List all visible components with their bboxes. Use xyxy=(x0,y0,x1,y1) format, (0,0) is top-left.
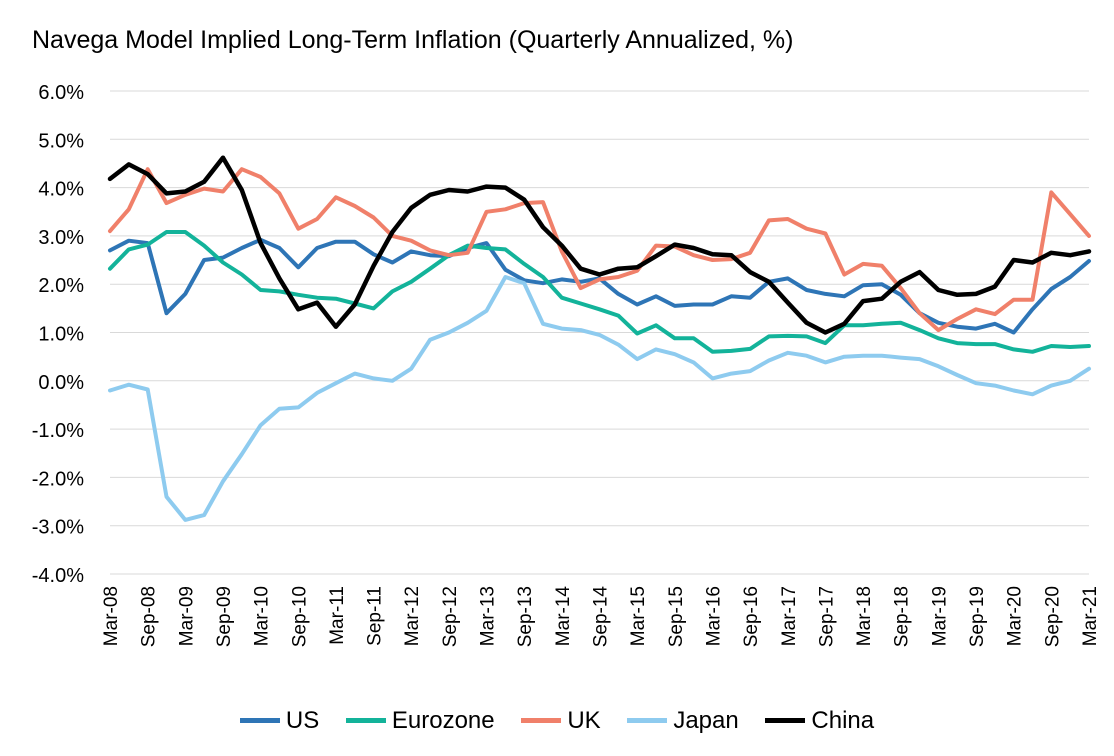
legend-label-eurozone: Eurozone xyxy=(391,706,495,734)
x-tick-label: Sep-14 xyxy=(591,586,612,648)
x-tick-label: Mar-11 xyxy=(327,586,348,645)
chart-title: Navega Model Implied Long-Term Inflation… xyxy=(32,26,794,54)
x-tick-label: Mar-15 xyxy=(628,586,649,646)
y-tick-label: -3.0% xyxy=(32,517,84,539)
x-tick-label: Mar-21 xyxy=(1080,586,1101,646)
x-tick-label: Sep-10 xyxy=(289,586,310,647)
legend-item-japan: Japan xyxy=(627,706,739,735)
x-tick-label: Sep-12 xyxy=(440,586,461,647)
series-line-china xyxy=(107,155,1092,335)
legend-label-japan: Japan xyxy=(673,706,739,734)
y-tick-label: 4.0% xyxy=(38,179,84,201)
series-lines xyxy=(107,155,1092,522)
y-tick-label: 0.0% xyxy=(38,372,84,394)
legend-item-china: China xyxy=(765,707,874,735)
x-tick-label: Mar-20 xyxy=(1005,586,1026,646)
y-tick-label: 5.0% xyxy=(38,130,84,152)
y-tick-label: -2.0% xyxy=(32,468,84,490)
x-tick-label: Sep-09 xyxy=(214,586,235,647)
y-tick-label: 6.0% xyxy=(38,82,84,104)
x-tick-label: Sep-15 xyxy=(666,586,687,647)
y-axis-tick-labels: -4.0% -3.0% -2.0% -1.0% 0.0% 1.0% 2.0% 3.0% 4.0%… xyxy=(32,82,84,587)
series-line-japan xyxy=(108,275,1091,522)
x-tick-label: Mar-14 xyxy=(553,586,574,647)
x-tick-label: Mar-08 xyxy=(101,586,122,646)
x-tick-label: Mar-18 xyxy=(854,586,875,646)
y-tick-label: 2.0% xyxy=(38,275,84,297)
x-tick-label: Mar-09 xyxy=(176,586,197,646)
x-tick-label: Mar-17 xyxy=(779,586,800,646)
x-axis-tick-labels: Mar-08 Sep-08 Mar-09 Sep-09 Mar-10 Sep-10 Mar-… xyxy=(101,586,1101,648)
y-tick-label: 3.0% xyxy=(38,227,84,249)
legend-swatch-eurozone xyxy=(345,718,386,723)
x-tick-label: Mar-16 xyxy=(703,586,724,646)
x-tick-label: Sep-08 xyxy=(139,586,160,647)
x-tick-label: Sep-11 xyxy=(365,586,386,646)
series-line-uk xyxy=(108,167,1091,333)
legend-swatch-japan xyxy=(627,718,668,723)
legend-label-uk: UK xyxy=(567,706,601,734)
legend-label-us: US xyxy=(285,706,320,734)
legend-swatch-us xyxy=(239,718,280,723)
legend-item-uk: UK xyxy=(521,706,601,735)
legend-item-us: US xyxy=(239,706,320,735)
x-tick-label: Mar-12 xyxy=(402,586,423,646)
x-tick-label: Mar-10 xyxy=(252,586,273,646)
x-tick-label: Sep-13 xyxy=(515,586,536,647)
y-tick-label: 1.0% xyxy=(38,324,84,346)
x-tick-label: Sep-18 xyxy=(892,586,913,647)
legend: US Eurozone UK Japan China xyxy=(0,702,1114,735)
series-line-eurozone xyxy=(108,230,1091,354)
x-tick-label: Mar-13 xyxy=(478,586,499,646)
legend-swatch-china xyxy=(765,718,806,723)
gridlines xyxy=(110,90,1089,575)
x-tick-label: Sep-19 xyxy=(967,586,988,647)
x-tick-label: Sep-16 xyxy=(741,586,762,647)
x-tick-label: Sep-20 xyxy=(1042,586,1063,647)
x-tick-label: Sep-17 xyxy=(816,586,837,647)
x-tick-label: Mar-19 xyxy=(929,586,950,646)
legend-item-eurozone: Eurozone xyxy=(345,706,495,735)
y-tick-label: -4.0% xyxy=(32,565,84,587)
legend-label-china: China xyxy=(811,706,875,734)
y-tick-label: -1.0% xyxy=(32,420,84,442)
legend-swatch-uk xyxy=(521,718,562,723)
